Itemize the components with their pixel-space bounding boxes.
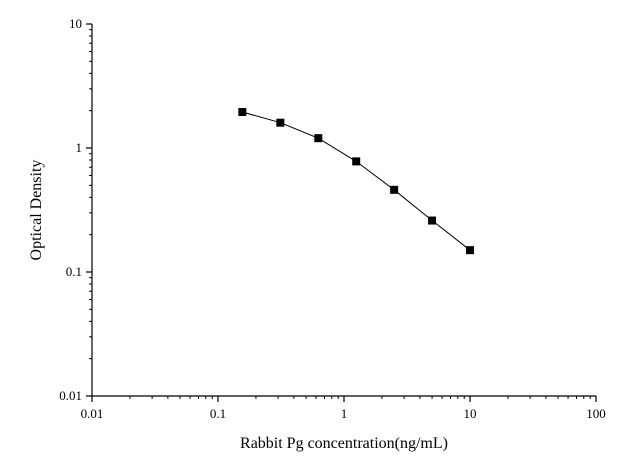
x-axis-title: Rabbit Pg concentration(ng/mL) bbox=[240, 435, 448, 452]
data-point-marker bbox=[352, 157, 361, 166]
data-markers bbox=[238, 108, 474, 255]
data-point-marker bbox=[238, 108, 247, 117]
x-tick-label: 0.1 bbox=[210, 406, 226, 421]
data-point-marker bbox=[276, 118, 285, 127]
series-line-group bbox=[242, 111, 471, 251]
x-tick-label: 100 bbox=[586, 406, 606, 421]
axis-ticks bbox=[86, 23, 597, 402]
x-tick-label: 1 bbox=[341, 406, 348, 421]
x-tick-label: 0.01 bbox=[81, 406, 104, 421]
series-line bbox=[242, 111, 471, 251]
plot-frame bbox=[91, 24, 596, 397]
y-axis-title: Optical Density bbox=[28, 160, 45, 261]
data-point-marker bbox=[428, 216, 437, 225]
data-point-marker bbox=[314, 134, 323, 143]
y-tick-label: 10 bbox=[69, 16, 82, 31]
data-point-marker bbox=[390, 185, 399, 194]
y-tick-label: 0.1 bbox=[66, 264, 82, 279]
y-tick-label: 1 bbox=[76, 140, 83, 155]
y-tick-label: 0.01 bbox=[59, 388, 82, 403]
axis-tick-labels: 0.01 0.1 1 10 100 0.01 0.1 1 10 bbox=[59, 16, 606, 421]
x-tick-label: 10 bbox=[464, 406, 477, 421]
data-point-marker bbox=[466, 246, 474, 255]
